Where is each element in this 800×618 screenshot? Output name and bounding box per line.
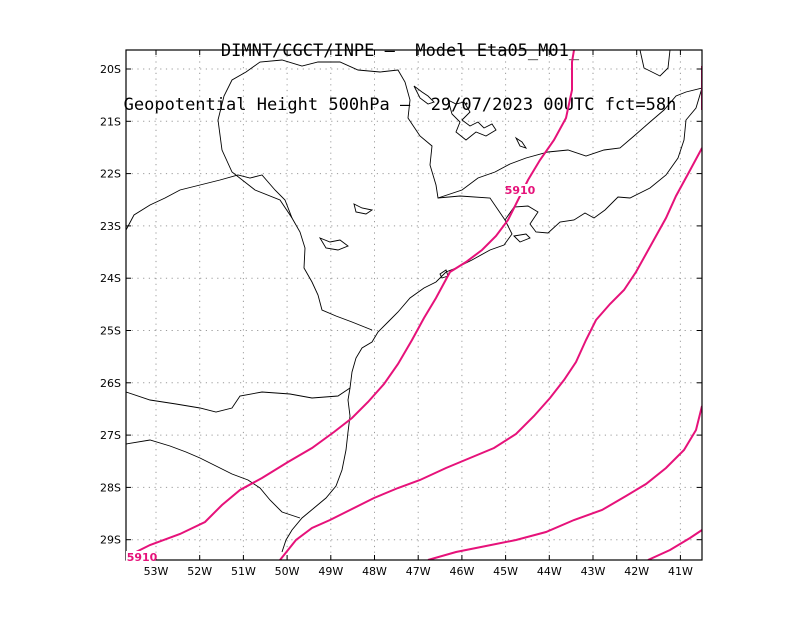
contour-label-bg xyxy=(506,184,534,196)
state-border xyxy=(217,59,506,221)
title-line-1: DIMNT/CGCT/INPE – Model Eta05_M01_ xyxy=(220,41,580,61)
map-grid xyxy=(126,50,702,560)
axis-ticks xyxy=(126,50,702,560)
lat-label: 20S xyxy=(100,63,121,76)
lat-label: 21S xyxy=(100,115,121,128)
lon-label: 49W xyxy=(318,565,343,578)
state-border xyxy=(126,439,301,519)
coastline xyxy=(281,87,702,553)
contour-line xyxy=(647,529,702,560)
longitude-labels: 53W 52W 51W 50W 49W 48W 47W 46W 45W 44W 43W 42W 41W xyxy=(144,565,693,578)
lake xyxy=(413,85,435,105)
lon-label: 52W xyxy=(187,565,212,578)
island xyxy=(513,233,531,243)
latitude-labels: 20S 21S 22S 23S 24S 25S 26S 27S 28S 29S xyxy=(100,63,121,547)
map-frame xyxy=(125,49,703,561)
lon-label: 42W xyxy=(624,565,649,578)
lat-label: 23S xyxy=(100,220,121,233)
lon-label: 50W xyxy=(275,565,300,578)
lat-label: 24S xyxy=(100,272,121,285)
lat-label: 25S xyxy=(100,325,121,338)
lat-label: 26S xyxy=(100,377,121,390)
lake xyxy=(318,237,349,251)
lake xyxy=(514,136,528,149)
lat-label: 22S xyxy=(100,168,121,181)
lon-label: 43W xyxy=(581,565,606,578)
coastline-and-borders xyxy=(126,50,702,553)
contour-label-5910-lower: 5910 xyxy=(127,551,158,564)
lon-label: 44W xyxy=(537,565,562,578)
lake xyxy=(447,99,497,141)
lat-label: 29S xyxy=(100,534,121,547)
lon-label: 46W xyxy=(449,565,474,578)
lake xyxy=(353,203,374,215)
lon-label: 41W xyxy=(668,565,693,578)
contour-label-5910-upper: 5910 xyxy=(505,184,536,197)
contour-line xyxy=(279,147,702,560)
lon-label: 53W xyxy=(144,565,169,578)
contour-label-bg xyxy=(126,551,154,563)
lon-label: 47W xyxy=(406,565,431,578)
lat-label: 27S xyxy=(100,429,121,442)
contour-line xyxy=(427,405,702,560)
state-border xyxy=(639,50,671,77)
state-border xyxy=(437,87,702,199)
contour-line-5910 xyxy=(126,50,575,558)
lon-label: 51W xyxy=(231,565,256,578)
contour-lines xyxy=(126,50,702,560)
lon-label: 45W xyxy=(493,565,518,578)
state-border xyxy=(126,387,351,413)
lat-label: 28S xyxy=(100,481,121,494)
lon-label: 48W xyxy=(362,565,387,578)
state-border xyxy=(126,174,373,331)
